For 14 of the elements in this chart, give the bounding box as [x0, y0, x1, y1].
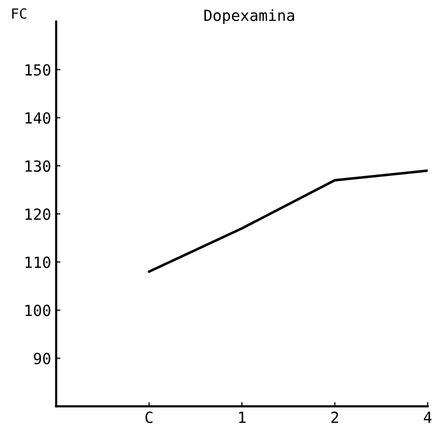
- chart-title: Dopexamina: [204, 9, 294, 24]
- x-tick-label: C: [145, 412, 152, 424]
- y-tick-label: 140: [26, 112, 50, 124]
- y-tick-label: 150: [26, 64, 50, 76]
- y-tick-label: 110: [26, 256, 50, 268]
- y-tick-label: 90: [34, 352, 50, 364]
- y-tick-label: 100: [26, 304, 50, 316]
- y-axis-title: FC: [12, 8, 26, 19]
- x-tick-label: 4: [424, 412, 432, 423]
- y-tick-label: 130: [26, 160, 50, 172]
- x-tick-label: 1: [239, 412, 246, 423]
- line-series: [148, 169, 428, 273]
- x-tick-label: 2: [331, 412, 338, 423]
- y-tick-label: 120: [26, 208, 50, 220]
